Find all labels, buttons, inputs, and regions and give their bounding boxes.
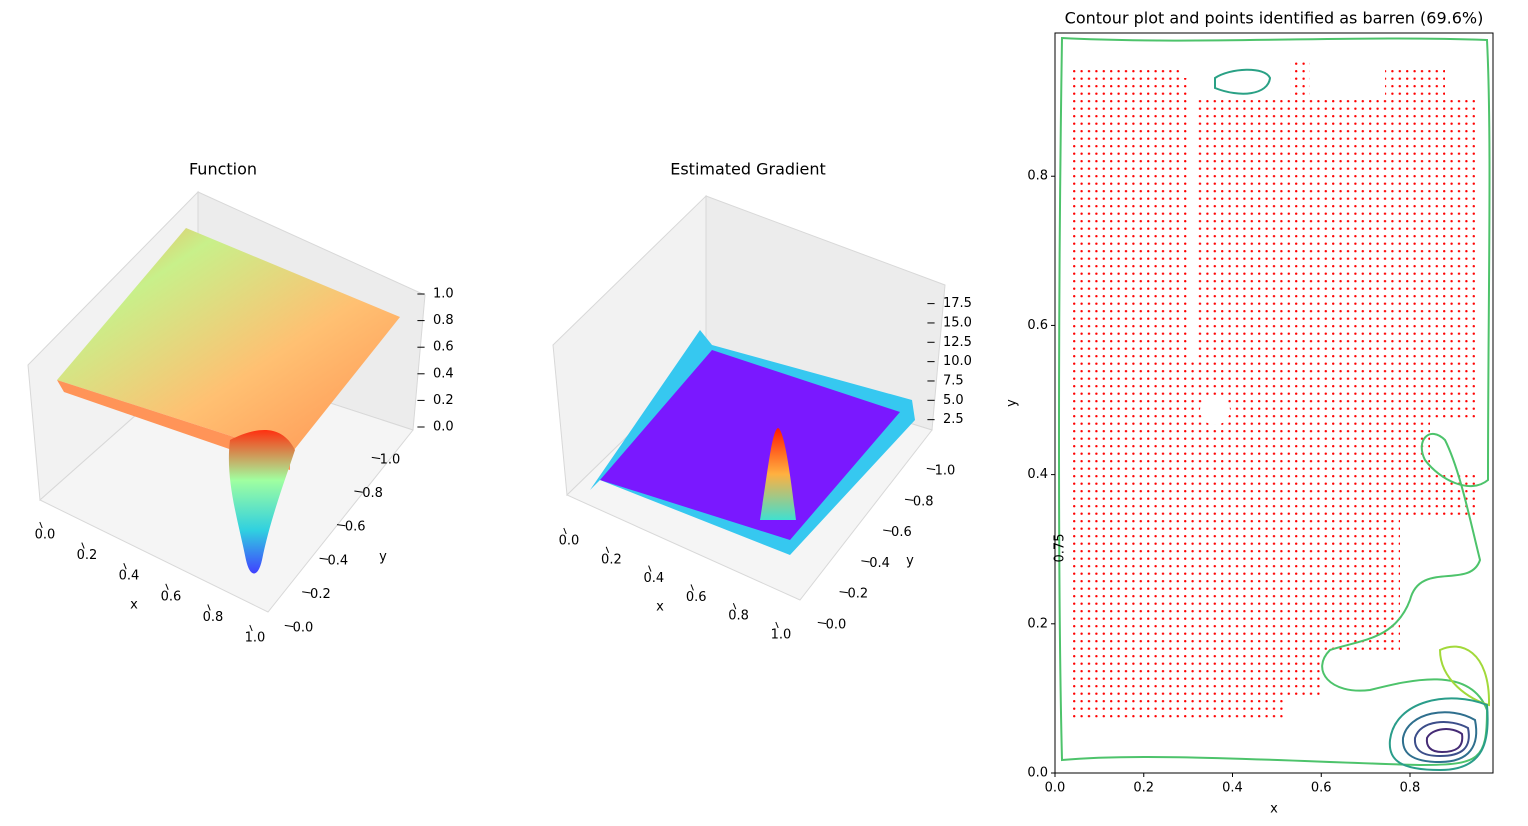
tick-mark [165,583,169,590]
x-tick-label: 0.8 [728,609,749,624]
contours [1058,36,1491,772]
tick-mark [563,527,567,535]
tick-mark [861,560,870,563]
x-tick-label: 1.0 [245,631,266,646]
x-axis-label: x [130,598,138,613]
z-tick-label: 1.0 [433,287,454,302]
tick-mark [302,591,311,594]
chart-title: Estimated Gradient [670,160,826,179]
z-tick-label: 0.6 [433,340,454,355]
surface [600,350,900,540]
z-tick-label: 2.5 [943,412,964,427]
z-tick-label: 5.0 [943,393,964,408]
y-axis-label: y [906,554,914,569]
z-tick-label: 10.0 [943,354,972,369]
tick-mark [904,498,914,501]
y-tick-label: 0.6 [891,525,912,540]
tick-mark [207,604,211,611]
surface [57,228,400,455]
x-tick-label: 0.6 [686,590,707,605]
tick-mark [249,624,253,632]
x-tick-label: 0.2 [1133,781,1154,796]
x-axis-label: x [656,600,664,615]
y-tick-label: 0.0 [1027,766,1048,781]
y-tick-label: 0.0 [826,618,847,633]
tick-mark [690,584,694,591]
axes-frame [1054,32,1494,774]
y-tick-label: 0.0 [293,621,314,636]
barren-points [1073,60,1475,720]
surface-dip [228,430,295,574]
y-tick-label: 0.8 [362,486,383,501]
y-tick-label: 0.6 [345,520,366,535]
z-tick-label: 0.4 [433,366,454,381]
panel-function [27,190,426,613]
z-tick-label: 17.5 [943,296,972,311]
tick-mark [39,521,43,529]
tick-mark [732,603,737,610]
panel-gradient [552,194,946,601]
y-tick-label: 0.2 [1027,616,1048,631]
x-tick-label: 0.2 [601,552,622,567]
tick-mark [817,621,827,625]
tick-mark [605,546,610,553]
z-tick-label: 0.2 [433,393,454,408]
z-tick-label: 15.0 [943,315,972,330]
chart-title: Function [189,160,257,179]
surface-spike [760,428,796,520]
y-tick-label: 0.4 [1027,467,1048,482]
chart-title: Contour plot and points identified as ba… [1065,9,1484,28]
y-tick-label: 0.2 [310,587,331,602]
tick-mark [284,624,294,628]
y-tick-label: 0.6 [1027,318,1048,333]
tick-mark [336,524,346,527]
x-tick-label: 0.4 [1222,781,1243,796]
x-tick-label: 0.4 [119,569,140,584]
tick-mark [123,563,127,570]
x-tick-label: 0.6 [1311,781,1332,796]
z-tick-label: 0.0 [433,420,454,435]
y-tick-label: 0.8 [1027,169,1048,184]
z-tick-label: 0.8 [433,313,454,328]
tick-mark [648,565,652,572]
tick-mark [319,557,329,560]
tick-mark [371,456,381,460]
z-tick-label: 12.5 [943,335,972,350]
x-tick-label: 0.2 [77,548,98,563]
x-axis-label: x [1270,802,1278,817]
y-tick-label: 0.2 [847,587,868,602]
tick-mark [81,542,85,549]
contour-label: 0.75 [1053,534,1068,563]
tick-mark [883,529,892,532]
y-axis-label: y [379,550,387,565]
y-tick-label: 1.0 [380,453,401,468]
x-tick-label: 0.8 [203,610,224,625]
x-tick-label: 0.0 [559,534,580,549]
panel-contour: 0.75 [1053,32,1494,774]
tick-mark [839,591,849,594]
y-axis-label: y [1005,399,1020,407]
tick-mark [775,621,779,629]
x-tick-label: 0.0 [35,528,56,543]
y-tick-label: 0.8 [913,494,934,509]
x-tick-label: 0.8 [1400,781,1421,796]
y-tick-label: 1.0 [935,464,956,479]
z-tick-label: 7.5 [943,373,964,388]
x-tick-label: 0.6 [161,589,182,604]
x-tick-label: 1.0 [771,628,792,643]
x-tick-label: 0.4 [643,571,664,586]
tick-mark [354,490,363,493]
tick-mark [926,467,936,471]
y-tick-label: 0.4 [869,556,890,571]
y-tick-label: 0.4 [327,553,348,568]
x-tick-label: 0.0 [1045,781,1066,796]
